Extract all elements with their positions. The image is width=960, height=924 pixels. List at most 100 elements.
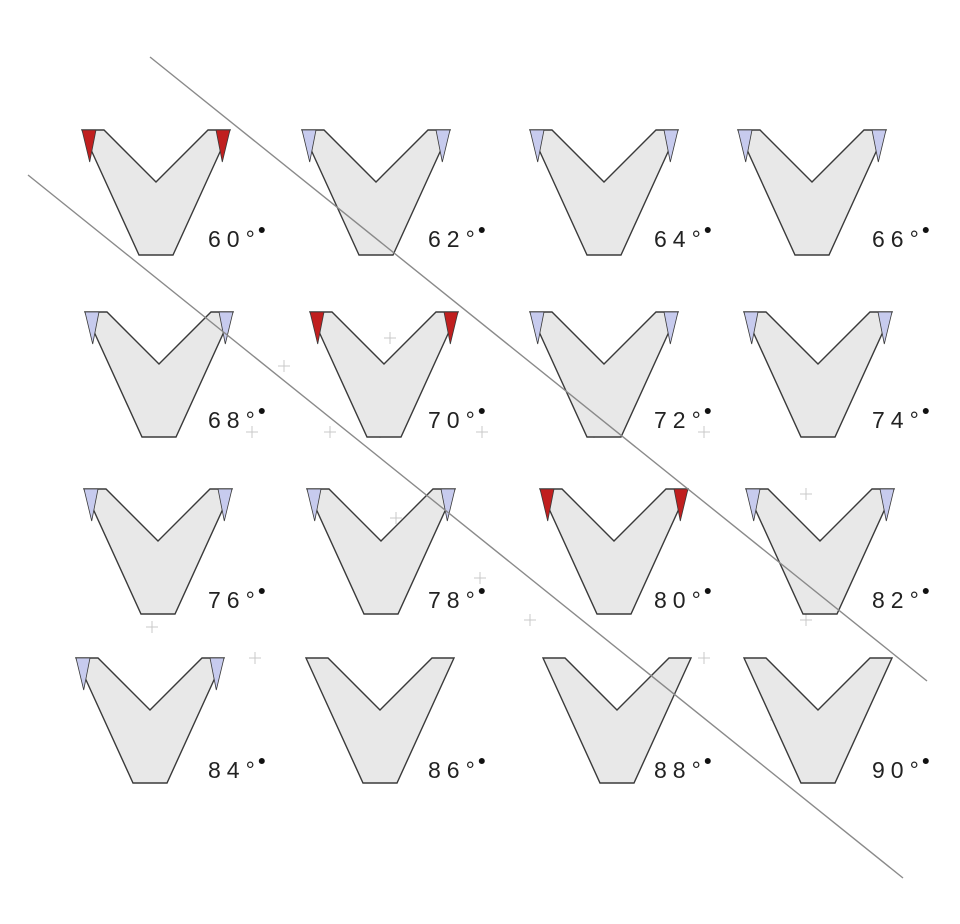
left-corner-marker (745, 488, 761, 522)
v-shape-grid: 60° 62° 64° 66° 68° 70° 72° 74° 76° 78° 80° 82° 84° 8… (74, 129, 929, 784)
v-shape-cell: 84° (74, 657, 265, 784)
angle-label: 60° (208, 226, 261, 252)
angle-label: 66° (872, 226, 925, 252)
angle-label: 90° (872, 757, 925, 783)
v-shape-cell: 76° (82, 488, 265, 615)
angle-label: 70° (428, 407, 481, 433)
angle-label: 62° (428, 226, 481, 252)
v-shape-cell: 66° (736, 129, 929, 256)
angle-label: 68° (208, 407, 261, 433)
right-corner-marker (435, 129, 451, 163)
degree-dot (478, 758, 485, 764)
degree-dot (922, 408, 929, 414)
v-shape-cell: 62° (300, 129, 485, 256)
left-corner-marker (737, 129, 753, 163)
degree-dot (478, 408, 485, 414)
left-corner-marker (529, 311, 545, 345)
crosshair-mark (800, 488, 812, 500)
right-corner-marker (217, 488, 233, 522)
degree-dot (258, 758, 265, 764)
crosshair-mark (324, 426, 336, 438)
v-shape-cell: 90° (742, 657, 929, 784)
v-shape (74, 657, 226, 784)
degree-dot (922, 227, 929, 233)
crosshair-mark (476, 426, 488, 438)
v-shape-cell: 88° (541, 657, 711, 784)
crosshair-mark (800, 614, 812, 626)
degree-dot (922, 758, 929, 764)
degree-dot (704, 758, 711, 764)
v-shape (736, 129, 888, 256)
crosshair-mark (384, 332, 396, 344)
right-corner-marker (877, 311, 893, 345)
angle-label: 72° (654, 407, 707, 433)
crosshair-mark (246, 426, 258, 438)
v-shape (304, 657, 456, 784)
degree-dot (478, 227, 485, 233)
degree-dot (258, 227, 265, 233)
left-corner-marker (306, 488, 322, 522)
v-shape-cell: 68° (83, 311, 265, 438)
v-shape-cell: 60° (80, 129, 265, 256)
crosshair-mark (278, 360, 290, 372)
upper-diagonal-line (149, 56, 928, 682)
right-corner-marker (215, 129, 231, 163)
left-corner-marker (84, 311, 100, 345)
right-corner-marker (218, 311, 234, 345)
right-corner-marker (440, 488, 456, 522)
left-corner-marker (81, 129, 97, 163)
crosshair-mark (698, 426, 710, 438)
right-corner-marker (879, 488, 895, 522)
lower-diagonal-line (27, 174, 904, 879)
left-corner-marker (309, 311, 325, 345)
angle-label: 88° (654, 757, 707, 783)
v-shape-cell: 74° (742, 311, 929, 438)
v-shape-cell: 86° (304, 657, 485, 784)
angle-label: 74° (872, 407, 925, 433)
crosshair-mark (390, 512, 402, 524)
right-corner-marker (673, 488, 689, 522)
right-corner-marker (663, 129, 679, 163)
crosshair-mark (146, 621, 158, 633)
left-corner-marker (75, 657, 91, 691)
v-shape-cell: 64° (528, 129, 711, 256)
left-corner-marker (301, 129, 317, 163)
v-shape (742, 311, 894, 438)
degree-dot (704, 588, 711, 594)
left-corner-marker (529, 129, 545, 163)
angle-label: 76° (208, 587, 261, 613)
crosshair-mark (698, 652, 710, 664)
crosshair-mark (249, 652, 261, 664)
v-shape-cell: 78° (305, 488, 485, 615)
degree-dot (478, 588, 485, 594)
angle-label: 80° (654, 587, 707, 613)
v-shape-cell: 70° (308, 311, 485, 438)
right-corner-marker (209, 657, 225, 691)
diagonal-guide-lines (27, 56, 928, 879)
crosshair-mark (524, 614, 536, 626)
angle-label: 86° (428, 757, 481, 783)
degree-dot (922, 588, 929, 594)
v-shape-cell: 82° (744, 488, 929, 615)
right-corner-marker (443, 311, 459, 345)
background-crosshairs (146, 332, 826, 758)
v-shape (541, 657, 693, 784)
v-shape-cell: 80° (538, 488, 711, 615)
angle-label: 64° (654, 226, 707, 252)
crosshair-mark (474, 572, 486, 584)
v-shape (742, 657, 894, 784)
right-corner-marker (663, 311, 679, 345)
left-corner-marker (743, 311, 759, 345)
v-shape-cell: 72° (528, 311, 711, 438)
angle-label: 78° (428, 587, 481, 613)
degree-dot (258, 408, 265, 414)
left-corner-marker (539, 488, 555, 522)
angle-label: 84° (208, 757, 261, 783)
degree-dot (704, 227, 711, 233)
angle-label: 82° (872, 587, 925, 613)
right-corner-marker (871, 129, 887, 163)
degree-dot (258, 588, 265, 594)
left-corner-marker (83, 488, 99, 522)
